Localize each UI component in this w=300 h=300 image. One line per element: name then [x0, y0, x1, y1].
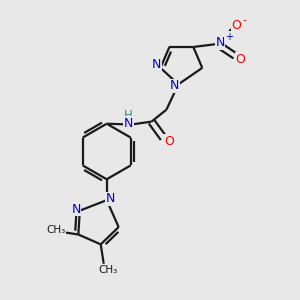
Text: CH₃: CH₃	[46, 225, 66, 235]
Text: CH₃: CH₃	[98, 265, 117, 275]
Text: +: +	[224, 32, 232, 41]
Text: O: O	[236, 53, 245, 66]
Text: N: N	[71, 202, 81, 216]
Text: H: H	[124, 109, 133, 122]
Text: N: N	[152, 58, 161, 71]
Text: -: -	[242, 15, 246, 25]
Text: N: N	[170, 79, 179, 92]
Text: N: N	[215, 36, 225, 49]
Text: O: O	[164, 134, 174, 148]
Text: N: N	[106, 192, 115, 205]
Text: O: O	[232, 19, 242, 32]
Text: N: N	[124, 117, 133, 130]
